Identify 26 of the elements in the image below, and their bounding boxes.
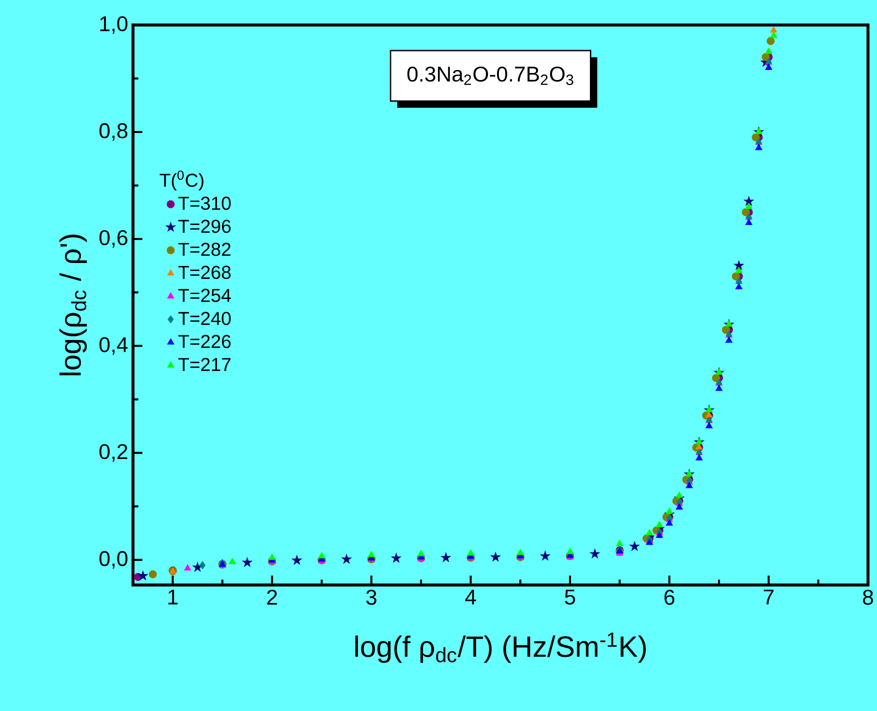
x-tick-label: 5 [564, 590, 576, 605]
x-tick-label: 3 [366, 590, 376, 605]
legend-label: T=282 [178, 242, 230, 256]
legend-label: T=226 [178, 334, 231, 348]
legend-label: T=296 [178, 220, 231, 233]
legend-label: T=240 [178, 312, 231, 326]
legend-title: T($^{0}$C) [160, 170, 204, 191]
x-tick-label: 1 [168, 590, 178, 604]
x-axis-title: log(f ρ$_{dc}$/T) (Hz/Sm$^{-1}$K) [355, 632, 646, 663]
legend-label: T=254 [178, 288, 231, 302]
x-tick-label: 6 [664, 590, 674, 605]
y-tick-label: 0,8 [99, 123, 128, 141]
y-tick-label: 1,0 [100, 16, 128, 34]
y-axis-title: log(ρ$_{dc}$ / ρ') [59, 234, 87, 376]
legend-label: T=310 [178, 196, 231, 210]
legend-label: T=268 [178, 266, 231, 280]
legend-label: T=217 [178, 358, 230, 371]
x-tick-label: 8 [862, 590, 873, 605]
y-tick-label: 0,0 [99, 551, 128, 569]
text: 0.3Na$_{2}$O-0.7B$_{2}$O$_{3}$ [407, 66, 574, 86]
y-tick-label: 0,4 [99, 337, 128, 355]
x-tick-label: 2 [267, 590, 277, 605]
x-tick-label: 4 [465, 590, 476, 604]
y-tick-label: 0,2 [99, 444, 128, 462]
x-tick-label: 7 [764, 590, 774, 604]
y-tick-label: 0,6 [99, 230, 128, 248]
